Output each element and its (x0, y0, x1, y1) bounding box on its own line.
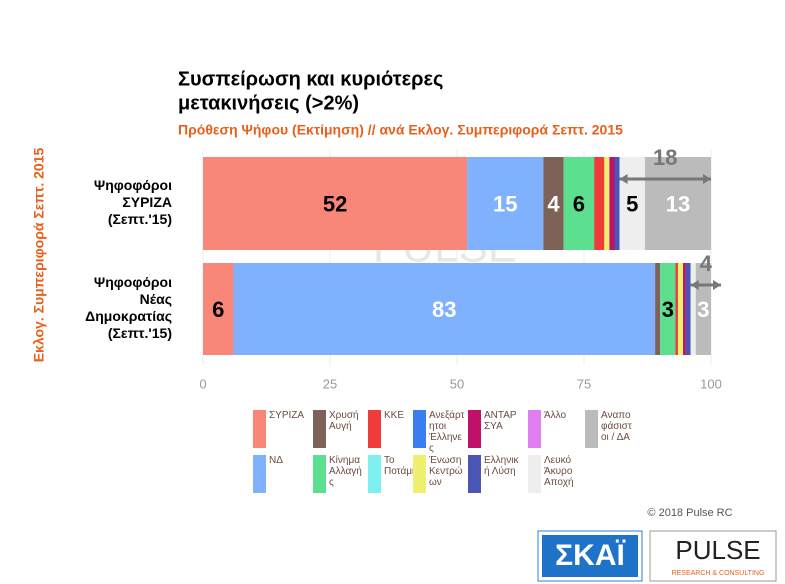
data-label: 3 (697, 297, 709, 322)
bar-segment (614, 157, 620, 250)
annotation: 4 (700, 251, 713, 276)
x-tick-label: 25 (323, 376, 337, 391)
bar-segment (655, 263, 661, 355)
x-tick-label: 50 (450, 376, 464, 391)
bar-segment (609, 157, 615, 250)
legend-label: ΝΔ (269, 455, 283, 466)
legend-item: Ελληνική Λύση (468, 455, 520, 493)
bar-segment (685, 263, 691, 355)
legend-item: Κίνημα Αλλαγής (313, 455, 365, 493)
x-tick-label: 0 (199, 376, 206, 391)
data-label: 83 (432, 297, 456, 322)
subtitle: Πρόθεση Ψήφου (Εκτίμηση) // ανά Εκλογ. Σ… (178, 122, 623, 138)
legend-swatch (585, 410, 598, 448)
legend-label: ΣΥΡΙΖΑ (269, 410, 305, 421)
data-label: 6 (573, 191, 585, 216)
x-tick-label: 100 (700, 376, 722, 391)
legend-swatch (413, 455, 426, 493)
category-label: ΣΥΡΙΖΑ (122, 194, 172, 210)
category-label: Ψηφοφόροι (94, 274, 172, 290)
legend-item: ΝΔ (253, 455, 305, 493)
legend-label: Το Ποτάμι (384, 455, 415, 477)
data-label: 15 (493, 191, 517, 216)
category-label: Νέας (140, 291, 172, 307)
legend-label: Άλλο (544, 410, 567, 421)
bar-segment (467, 157, 544, 250)
bar-segment (619, 157, 645, 250)
legend-item: ΑΝΤΑΡΣΥΑ (468, 410, 520, 448)
legend-swatch (313, 410, 326, 448)
bar-segment (594, 157, 605, 250)
logo-skai: ΣΚΑΪ (555, 539, 625, 572)
chart-title: μετακινήσεις (>2%) (178, 92, 359, 114)
bar-segment (677, 263, 684, 355)
bar-segment (233, 263, 656, 355)
copyright: © 2018 Pulse RC (647, 507, 732, 519)
legend-item: ΣΥΡΙΖΑ (253, 410, 305, 448)
bar-segment (563, 157, 595, 250)
legend-swatch (253, 410, 266, 448)
data-label: 4 (547, 191, 560, 216)
logo-bg (542, 535, 638, 577)
data-label: 5 (626, 191, 638, 216)
bar-segment (683, 263, 686, 355)
legend-label: ΑΝΤΑΡΣΥΑ (484, 410, 517, 432)
data-label: 13 (666, 191, 690, 216)
legend-label: ΚΚΕ (384, 410, 405, 421)
legend-item: Ένωση Κεντρώων (413, 455, 465, 493)
x-tick-label: 75 (577, 376, 591, 391)
category-label: (Σεπτ.'15) (108, 211, 172, 227)
bar-segment (675, 263, 678, 355)
legend-swatch (468, 410, 481, 448)
bar-segment (543, 157, 564, 250)
legend-swatch (528, 455, 541, 493)
legend-item: Λευκό Άκυρο Αποχή (528, 455, 580, 493)
bar-segment (660, 263, 676, 355)
logo-pulse: PULSE (675, 535, 760, 565)
data-label: 6 (212, 297, 224, 322)
category-label: Ψηφοφόροι (94, 177, 172, 193)
legend-label: Ένωση Κεντρώων (429, 455, 463, 488)
legend-swatch (313, 455, 326, 493)
bar-segment (690, 263, 696, 355)
bar-segment (203, 157, 468, 250)
chart-title: Συσπείρωση και κυριότερες (178, 68, 443, 90)
legend-swatch (468, 455, 481, 493)
legend-item: Αναποφάσιστοι / ΔΑ (585, 410, 637, 448)
arrow-head (690, 280, 721, 290)
legend-item: ΚΚΕ (368, 410, 420, 448)
y-axis-label: Εκλογ. Συμπεριφορά Σεπτ. 2015 (31, 148, 47, 363)
legend-label: Κίνημα Αλλαγής (329, 455, 362, 488)
legend-swatch (413, 410, 426, 448)
legend-swatch (253, 455, 266, 493)
legend-swatch (368, 455, 381, 493)
legend-label: Ελληνική Λύση (484, 455, 519, 477)
bar-segment (644, 157, 711, 250)
legend-label: Λευκό Άκυρο Αποχή (544, 455, 574, 488)
bar-segment (203, 263, 234, 355)
data-label: 3 (662, 297, 674, 322)
data-label: 52 (323, 191, 347, 216)
bar-segment (604, 157, 610, 250)
legend-item: Χρυσή Αυγή (313, 410, 365, 448)
legend-swatch (528, 410, 541, 448)
legend-item: Ανεξάρτητοι Έλληνες (413, 410, 465, 454)
category-label: Δημοκρατίας (85, 308, 172, 324)
legend-item: Το Ποτάμι (368, 455, 420, 493)
legend-item: Άλλο (528, 410, 580, 448)
category-label: (Σεπτ.'15) (108, 325, 172, 341)
logo-box (649, 530, 777, 582)
legend-label: Ανεξάρτητοι Έλληνες (429, 410, 465, 454)
logo-pulse-sub: RESEARCH & CONSULTING (672, 570, 765, 577)
legend-label: Αναποφάσιστοι / ΔΑ (601, 410, 632, 443)
annotation: 18 (653, 145, 677, 170)
legend-label: Χρυσή Αυγή (329, 410, 359, 432)
legend-swatch (368, 410, 381, 448)
